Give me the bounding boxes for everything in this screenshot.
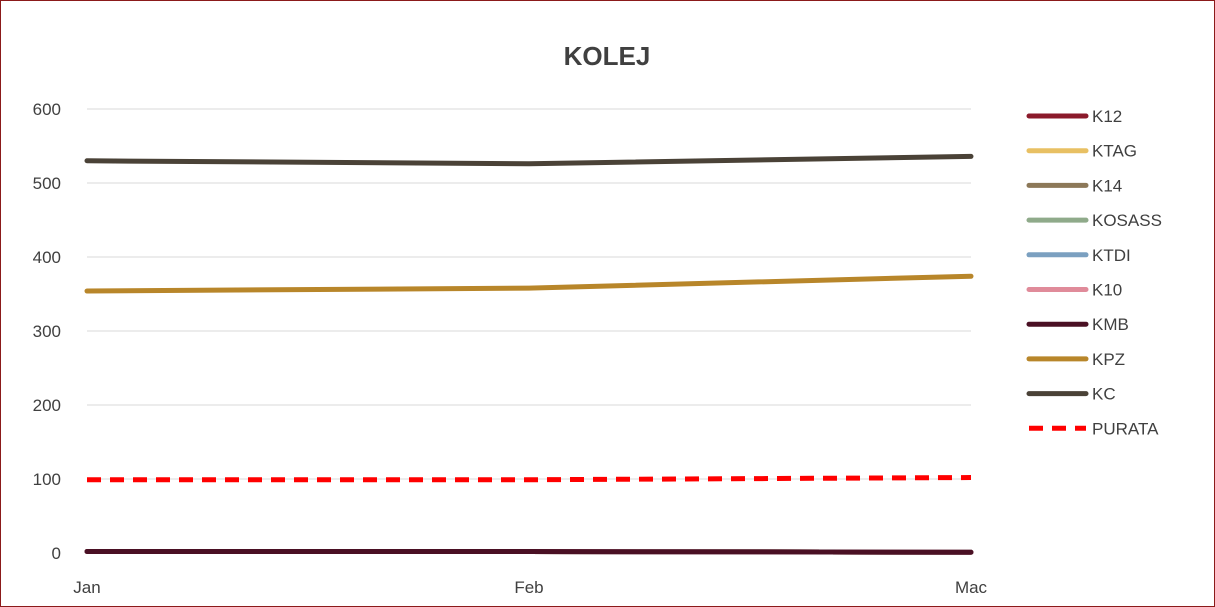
- chart-title: KOLEJ: [564, 41, 651, 71]
- legend-label-kmb: KMB: [1092, 315, 1129, 334]
- y-tick-label: 400: [33, 248, 61, 267]
- legend-label-ktag: KTAG: [1092, 142, 1137, 161]
- legend-label-ktdi: KTDI: [1092, 246, 1131, 265]
- series-line-purata: [87, 475, 972, 483]
- legend-label-kpz: KPZ: [1092, 350, 1125, 369]
- legend-label-k12: K12: [1092, 107, 1122, 126]
- legend-label-kc: KC: [1092, 385, 1116, 404]
- y-tick-label: 500: [33, 174, 61, 193]
- legend-label-k10: K10: [1092, 281, 1122, 300]
- series-line-kpz: [84, 273, 974, 294]
- legend: K12 KTAG K14 KOSASS KTDI K10 KMB KPZ KC PURATA: [1026, 107, 1162, 438]
- x-tick-label: Feb: [514, 578, 543, 597]
- y-axis-ticks: 0 100 200 300 400 500 600: [33, 100, 61, 563]
- legend-label-purata: PURATA: [1092, 419, 1159, 438]
- series-line-kc: [84, 153, 974, 167]
- series-lines: [84, 153, 974, 555]
- legend-label-kosass: KOSASS: [1092, 211, 1162, 230]
- x-axis-ticks: Jan Feb Mac: [73, 578, 987, 597]
- y-tick-label: 100: [33, 470, 61, 489]
- series-line-kmb: [84, 549, 974, 555]
- x-tick-label: Jan: [73, 578, 100, 597]
- x-tick-label: Mac: [955, 578, 988, 597]
- y-tick-label: 200: [33, 396, 61, 415]
- legend-label-k14: K14: [1092, 176, 1122, 195]
- y-tick-label: 0: [52, 544, 61, 563]
- gridlines: [87, 108, 971, 554]
- y-tick-label: 300: [33, 322, 61, 341]
- y-tick-label: 600: [33, 100, 61, 119]
